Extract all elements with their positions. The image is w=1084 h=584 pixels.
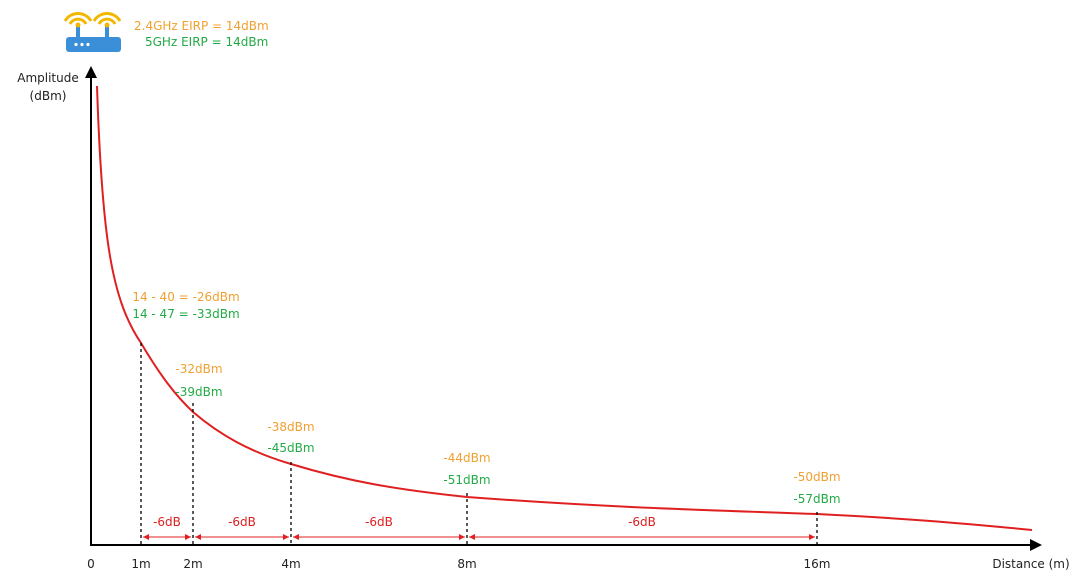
interval-arrow-left-1 bbox=[143, 534, 149, 540]
interval-arrow-right-2 bbox=[283, 534, 289, 540]
x-axis-arrow bbox=[1030, 539, 1042, 551]
value-5ghz-8m: -51dBm bbox=[443, 473, 490, 487]
interval-label-2: -6dB bbox=[228, 515, 256, 529]
x-tick-4m: 4m bbox=[281, 557, 300, 571]
eirp-5ghz-label: 5GHz EIRP = 14dBm bbox=[145, 35, 268, 49]
interval-label-4: -6dB bbox=[628, 515, 656, 529]
y-axis-unit: (dBm) bbox=[30, 89, 67, 103]
value-5ghz-4m: -45dBm bbox=[267, 441, 314, 455]
x-axis-label: Distance (m) bbox=[992, 557, 1069, 571]
x-tick-2m: 2m bbox=[183, 557, 202, 571]
value-5ghz-2m: -39dBm bbox=[175, 385, 222, 399]
value-24ghz-8m: -44dBm bbox=[443, 451, 490, 465]
value-5ghz-1m: 14 - 47 = -33dBm bbox=[132, 307, 239, 321]
value-24ghz-16m: -50dBm bbox=[793, 470, 840, 484]
origin-label: 0 bbox=[87, 557, 95, 571]
x-tick-16m: 16m bbox=[804, 557, 831, 571]
interval-arrow-right-3 bbox=[459, 534, 465, 540]
y-axis-label: Amplitude bbox=[17, 71, 79, 85]
wifi-icon bbox=[68, 17, 88, 25]
interval-arrow-right-4 bbox=[809, 534, 815, 540]
eirp-24ghz-label: 2.4GHz EIRP = 14dBm bbox=[134, 19, 269, 33]
interval-arrow-left-4 bbox=[469, 534, 475, 540]
interval-label-3: -6dB bbox=[365, 515, 393, 529]
interval-arrow-right-1 bbox=[185, 534, 191, 540]
x-tick-8m: 8m bbox=[457, 557, 476, 571]
interval-arrow-left-2 bbox=[195, 534, 201, 540]
value-24ghz-4m: -38dBm bbox=[267, 420, 314, 434]
x-tick-1m: 1m bbox=[131, 557, 150, 571]
y-axis-arrow bbox=[85, 66, 97, 78]
interval-arrow-left-3 bbox=[293, 534, 299, 540]
value-24ghz-1m: 14 - 40 = -26dBm bbox=[132, 290, 239, 304]
annotation-marks: 1m 14 - 40 = -26dBm 14 - 47 = -33dBm 2m -32d… bbox=[131, 290, 840, 571]
value-5ghz-16m: -57dBm bbox=[793, 492, 840, 506]
router-icon bbox=[63, 11, 122, 52]
value-24ghz-2m: -32dBm bbox=[175, 362, 222, 376]
interval-label-1: -6dB bbox=[153, 515, 181, 529]
